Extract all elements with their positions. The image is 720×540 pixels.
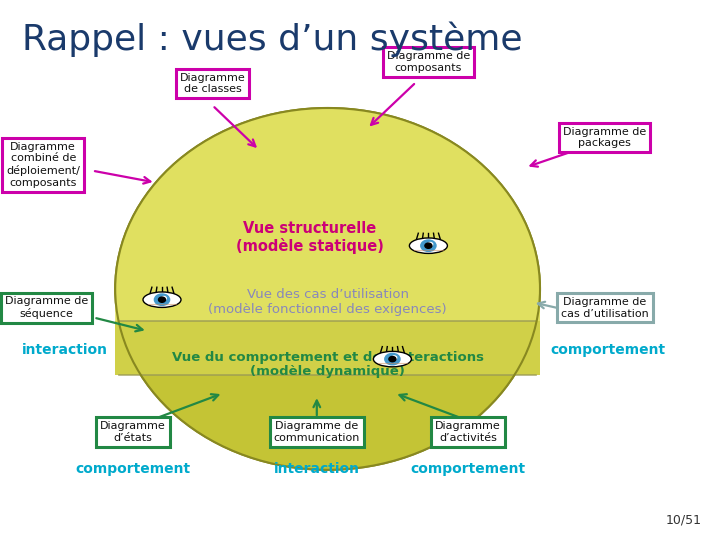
Circle shape bbox=[161, 296, 166, 300]
Text: comportement: comportement bbox=[76, 462, 191, 476]
Text: comportement: comportement bbox=[551, 343, 666, 357]
Ellipse shape bbox=[140, 177, 515, 401]
Text: Diagramme de
communication: Diagramme de communication bbox=[274, 421, 360, 443]
Text: Diagramme de
composants: Diagramme de composants bbox=[387, 51, 470, 73]
Text: Vue des cas d’utilisation
(modèle fonctionnel des exigences): Vue des cas d’utilisation (modèle foncti… bbox=[208, 288, 447, 316]
Circle shape bbox=[384, 353, 400, 365]
Ellipse shape bbox=[115, 108, 540, 470]
Text: 10/51: 10/51 bbox=[666, 514, 702, 526]
Circle shape bbox=[420, 240, 436, 252]
Circle shape bbox=[158, 297, 166, 302]
Ellipse shape bbox=[128, 144, 527, 434]
Text: Rappel : vues d’un système: Rappel : vues d’un système bbox=[22, 22, 522, 57]
Text: Diagramme
de classes: Diagramme de classes bbox=[179, 73, 246, 94]
Text: Vue du comportement et des interactions
(modèle dynamique): Vue du comportement et des interactions … bbox=[171, 350, 484, 379]
Circle shape bbox=[389, 356, 396, 362]
Text: interaction: interaction bbox=[22, 343, 108, 357]
Ellipse shape bbox=[120, 115, 536, 463]
Text: Diagramme
d’états: Diagramme d’états bbox=[100, 421, 166, 443]
Text: Diagramme
combiné de
déploiement/
composants: Diagramme combiné de déploiement/ comp… bbox=[6, 141, 80, 188]
Circle shape bbox=[425, 243, 432, 248]
PathPatch shape bbox=[115, 321, 540, 375]
Circle shape bbox=[392, 356, 397, 360]
Text: interaction: interaction bbox=[274, 462, 360, 476]
Text: Diagramme de
séquence: Diagramme de séquence bbox=[5, 296, 89, 319]
PathPatch shape bbox=[115, 108, 540, 321]
Circle shape bbox=[154, 294, 170, 306]
Text: Diagramme
d’activités: Diagramme d’activités bbox=[435, 421, 501, 443]
Circle shape bbox=[428, 242, 433, 246]
Ellipse shape bbox=[374, 352, 411, 367]
Ellipse shape bbox=[158, 210, 498, 368]
Text: Diagramme de
cas d’utilisation: Diagramme de cas d’utilisation bbox=[561, 297, 649, 319]
Ellipse shape bbox=[410, 238, 447, 253]
Ellipse shape bbox=[143, 292, 181, 307]
Ellipse shape bbox=[179, 235, 477, 343]
Text: comportement: comportement bbox=[410, 462, 526, 476]
Ellipse shape bbox=[115, 108, 540, 470]
Text: Vue structurelle
(modèle statique): Vue structurelle (modèle statique) bbox=[235, 221, 384, 254]
Text: Diagramme de
packages: Diagramme de packages bbox=[563, 127, 647, 148]
